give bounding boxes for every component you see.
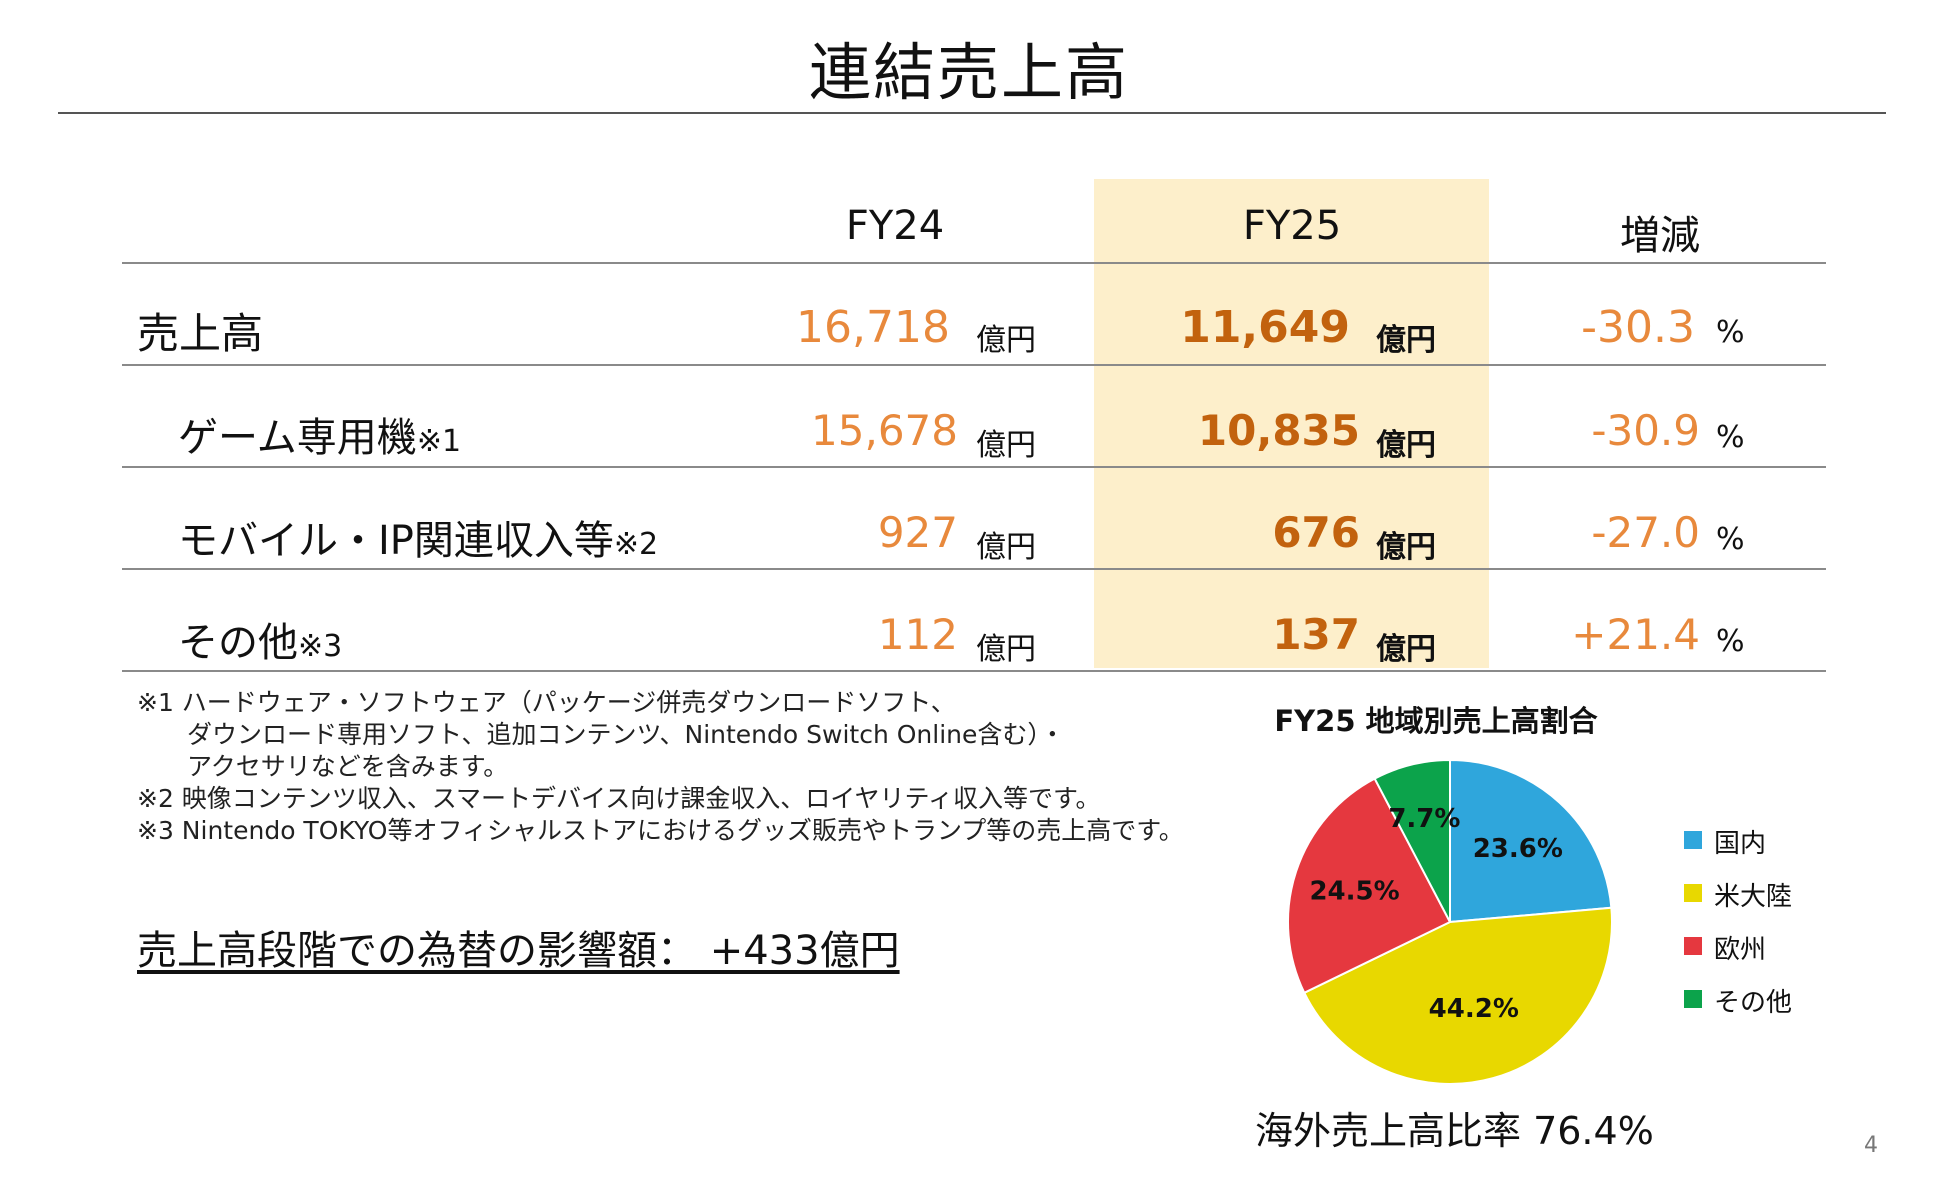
legend-label: 国内: [1714, 829, 1767, 859]
unit-label: 億円: [1376, 632, 1436, 667]
footnote-line: ※3 Nintendo TOKYO等オフィシャルストアにおけるグッズ販売やトラン…: [137, 816, 1184, 845]
percent-unit: %: [1716, 420, 1745, 455]
footnote-marker: ※3: [298, 629, 343, 664]
legend-label: 米大陸: [1714, 882, 1793, 912]
title-divider: [58, 112, 1886, 114]
pie-slice-3: [1373, 758, 1451, 923]
legend-swatch: [1684, 937, 1702, 955]
fy25-value: 676: [1272, 508, 1360, 557]
legend-label: 欧州: [1714, 935, 1767, 965]
page-number: 4: [1864, 1133, 1878, 1158]
pie-slice-2: [1287, 777, 1452, 995]
row-label-sales: 売上高: [137, 300, 263, 361]
fx-impact-note: 売上高段階での為替の影響額： +433億円: [137, 928, 900, 974]
table-bottom-rule: [122, 670, 1826, 672]
fy25-value: 10,835: [1197, 406, 1360, 455]
chart-title: FY25 地域別売上高割合: [1274, 704, 1598, 738]
pie-slice-label: 23.6%: [1473, 834, 1563, 864]
header-fy24: FY24: [845, 203, 945, 249]
change-value: -30.9: [1591, 406, 1700, 455]
header-change: 増減: [1620, 213, 1700, 259]
percent-unit: %: [1716, 315, 1745, 350]
fy25-highlight-column: [1094, 179, 1489, 668]
unit-label: 億円: [1376, 428, 1436, 463]
unit-label: 億円: [976, 323, 1036, 358]
table-row-divider: [122, 466, 1826, 468]
fy25-value: 137: [1272, 610, 1360, 659]
footnote-line: ダウンロード専用ソフト、追加コンテンツ、Nintendo Switch Onli…: [137, 720, 1065, 749]
footnote-line: ※2 映像コンテンツ収入、スマートデバイス向け課金収入、ロイヤリティ収入等です。: [137, 784, 1101, 813]
change-value: +21.4: [1571, 610, 1700, 659]
change-value: -30.3: [1581, 302, 1695, 353]
legend-swatch: [1684, 990, 1702, 1008]
row-label-dedicated-console: ゲーム専用機※1: [178, 405, 461, 463]
pie-slice-label: 24.5%: [1309, 877, 1399, 907]
pie-slice-0: [1449, 758, 1613, 924]
unit-label: 億円: [976, 428, 1036, 463]
row-label-text: その他: [178, 620, 298, 666]
fy24-value: 15,678: [811, 406, 958, 455]
legend-label: その他: [1714, 988, 1793, 1018]
legend-item: 米大陸: [1684, 876, 1884, 912]
footnote-line: アクセサリなどを含みます。: [137, 752, 509, 781]
unit-label: 億円: [976, 632, 1036, 667]
unit-label: 億円: [1376, 323, 1436, 358]
legend-swatch: [1684, 831, 1702, 849]
pie-slice-label: 7.7%: [1388, 804, 1460, 834]
unit-label: 億円: [1376, 530, 1436, 565]
table-header-rule: [122, 262, 1826, 264]
pie-slice-1: [1302, 906, 1613, 1085]
row-label-text: モバイル・IP関連収入等: [178, 518, 614, 564]
page-title: 連結売上高: [808, 36, 1129, 109]
fy24-value: 112: [877, 610, 958, 659]
footnote-marker: ※2: [613, 527, 659, 562]
fy24-value: 16,718: [796, 302, 950, 353]
percent-unit: %: [1716, 522, 1745, 557]
unit-label: 億円: [976, 530, 1036, 565]
table-row-divider: [122, 364, 1826, 366]
legend-swatch: [1684, 884, 1702, 902]
percent-unit: %: [1716, 624, 1745, 659]
fy25-value: 11,649: [1180, 302, 1350, 353]
row-label-text: ゲーム専用機: [178, 415, 417, 461]
change-value: -27.0: [1591, 508, 1700, 557]
pie-chart: 23.6% 44.2% 24.5% 7.7%: [1287, 758, 1613, 1085]
pie-slice-label: 44.2%: [1429, 994, 1519, 1024]
legend-item: 欧州: [1684, 929, 1884, 965]
footnote-line: ※1 ハードウェア・ソフトウェア（パッケージ併売ダウンロードソフト、: [137, 688, 956, 717]
row-label-mobile-ip: モバイル・IP関連収入等※2: [178, 508, 658, 566]
table-row-divider: [122, 568, 1826, 570]
row-label-other: その他※3: [178, 610, 342, 668]
footnote-marker: ※1: [416, 424, 462, 459]
legend-item: その他: [1684, 982, 1884, 1018]
fy24-value: 927: [877, 508, 958, 557]
header-fy25: FY25: [1242, 203, 1342, 249]
row-label-text: 売上高: [137, 309, 264, 358]
overseas-ratio-annotation: 海外売上高比率 76.4%: [1255, 1109, 1654, 1153]
legend-item: 国内: [1684, 823, 1884, 859]
